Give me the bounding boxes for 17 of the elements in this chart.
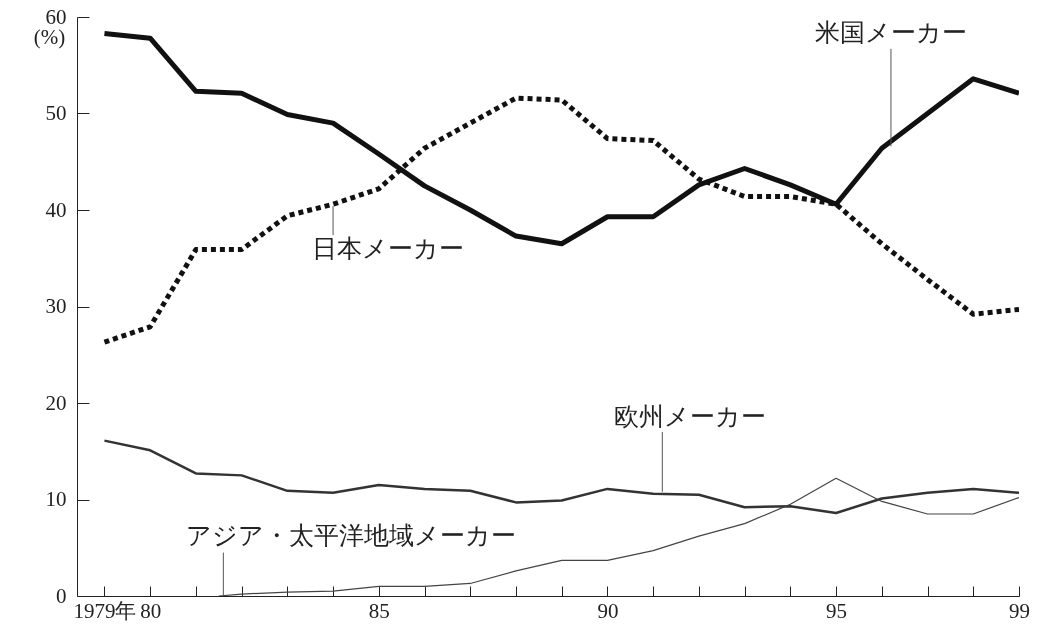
text: 欧州メーカー — [613, 403, 766, 431]
y-tick-label: 40 — [45, 197, 67, 222]
y-tick-label: 30 — [45, 294, 67, 318]
x-tick-label: 95 — [826, 598, 848, 623]
series-label: 米国メーカー — [814, 19, 967, 47]
y-tick-label: 0 — [56, 583, 67, 608]
y-tick-label: 20 — [45, 390, 67, 415]
x-tick-label: 80 — [140, 598, 162, 623]
line-series — [103, 439, 1019, 515]
y-tick-label: 10 — [45, 487, 67, 511]
x-tick-label: 85 — [368, 598, 390, 623]
series-label: アジア・太平洋地域メーカー — [186, 522, 517, 550]
y-tick-label: 50 — [45, 101, 67, 125]
x-tick-label: 90 — [597, 598, 619, 623]
series-label: 日本メーカー — [311, 234, 464, 262]
x-tick-label: 99 — [1009, 598, 1030, 623]
x-tick-label: 1979年 — [73, 598, 137, 623]
